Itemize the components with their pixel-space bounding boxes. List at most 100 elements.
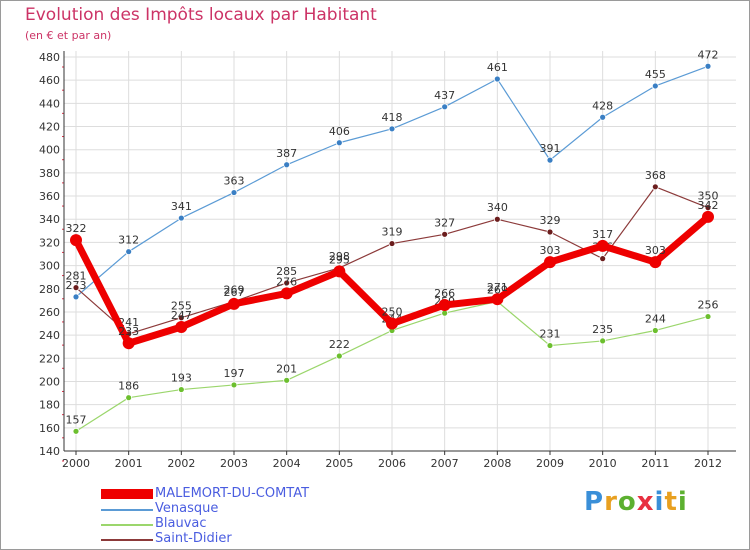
data-label-blauvac: 222 bbox=[329, 338, 350, 351]
legend-swatch-malemort bbox=[101, 489, 153, 499]
data-label-malemort-du-comtat: 266 bbox=[434, 287, 455, 300]
data-label-blauvac: 197 bbox=[224, 367, 245, 380]
data-label-malemort-du-comtat: 303 bbox=[540, 244, 561, 257]
data-label-venasque: 391 bbox=[540, 142, 561, 155]
data-point-malemort-du-comtat bbox=[175, 321, 188, 334]
data-label-malemort-du-comtat: 250 bbox=[382, 306, 403, 319]
data-label-malemort-du-comtat: 267 bbox=[224, 286, 245, 299]
x-tick-label: 2007 bbox=[431, 457, 459, 470]
y-tick-label: 420 bbox=[39, 121, 60, 134]
x-tick-label: 2012 bbox=[694, 457, 722, 470]
data-point-blauvac bbox=[599, 337, 607, 345]
x-tick-label: 2008 bbox=[483, 457, 511, 470]
data-label-saint-didier: 255 bbox=[171, 300, 192, 313]
data-point-venasque bbox=[125, 248, 133, 256]
logo-letter: i bbox=[677, 487, 688, 517]
data-point-venasque bbox=[546, 156, 554, 164]
x-tick-label: 2002 bbox=[167, 457, 195, 470]
proxiti-logo: Proxiti bbox=[584, 487, 688, 517]
data-point-saint-didier bbox=[72, 284, 80, 292]
x-tick-label: 2003 bbox=[220, 457, 248, 470]
data-point-blauvac bbox=[177, 386, 185, 393]
y-tick-label: 360 bbox=[39, 190, 60, 203]
logo-letter: t bbox=[664, 487, 678, 517]
data-point-malemort-du-comtat bbox=[228, 297, 240, 310]
data-label-malemort-du-comtat: 295 bbox=[329, 253, 350, 266]
logo-letter: P bbox=[584, 487, 605, 517]
data-label-saint-didier: 285 bbox=[276, 265, 297, 278]
data-point-venasque bbox=[651, 82, 659, 90]
data-label-venasque: 363 bbox=[224, 175, 245, 188]
data-label-malemort-du-comtat: 317 bbox=[592, 228, 613, 241]
data-label-venasque: 312 bbox=[118, 234, 139, 247]
legend-swatch-blauvac bbox=[101, 524, 153, 526]
x-tick-label: 2005 bbox=[325, 457, 353, 470]
data-label-saint-didier: 350 bbox=[698, 190, 719, 203]
chart-title: Evolution des Impôts locaux par Habitant bbox=[25, 5, 377, 25]
y-tick-label: 140 bbox=[39, 445, 60, 458]
legend-label-malemort: MALEMORT-DU-COMTAT bbox=[155, 486, 310, 501]
data-point-saint-didier bbox=[546, 228, 554, 236]
data-label-blauvac: 157 bbox=[66, 413, 87, 426]
data-point-venasque bbox=[72, 293, 80, 301]
legend-swatch-venasque bbox=[101, 509, 153, 511]
data-point-saint-didier bbox=[283, 279, 291, 287]
data-label-blauvac: 186 bbox=[118, 380, 139, 393]
data-label-saint-didier: 269 bbox=[224, 284, 245, 297]
data-label-saint-didier: 281 bbox=[66, 270, 87, 283]
y-tick-label: 340 bbox=[39, 213, 60, 226]
data-label-saint-didier: 368 bbox=[645, 169, 666, 182]
data-label-venasque: 455 bbox=[645, 68, 666, 81]
data-label-venasque: 472 bbox=[698, 48, 719, 61]
data-point-malemort-du-comtat bbox=[70, 234, 82, 247]
chart-subtitle: (en € et par an) bbox=[25, 29, 112, 42]
y-tick-label: 280 bbox=[39, 283, 60, 296]
y-tick-label: 400 bbox=[39, 144, 60, 157]
data-label-blauvac: 244 bbox=[645, 312, 666, 325]
data-label-venasque: 406 bbox=[329, 125, 350, 138]
data-point-blauvac bbox=[125, 394, 133, 402]
data-point-venasque bbox=[388, 125, 396, 133]
y-tick-label: 440 bbox=[39, 97, 60, 110]
legend-label-blauvac: Blauvac bbox=[155, 516, 207, 531]
data-point-malemort-du-comtat bbox=[544, 256, 556, 269]
y-tick-label: 160 bbox=[39, 422, 60, 435]
logo-letter: x bbox=[636, 487, 655, 517]
data-label-venasque: 437 bbox=[434, 89, 455, 102]
data-label-saint-didier: 298 bbox=[329, 250, 350, 263]
y-tick-label: 300 bbox=[39, 260, 60, 273]
data-point-venasque bbox=[283, 161, 291, 169]
data-point-saint-didier bbox=[177, 314, 185, 322]
data-label-saint-didier: 327 bbox=[434, 216, 455, 229]
data-point-malemort-du-comtat bbox=[122, 337, 135, 350]
data-point-malemort-du-comtat bbox=[491, 293, 504, 306]
data-label-blauvac: 235 bbox=[592, 323, 613, 336]
x-tick-label: 2000 bbox=[62, 457, 90, 470]
data-point-blauvac bbox=[651, 327, 659, 334]
data-label-malemort-du-comtat: 247 bbox=[171, 309, 192, 322]
data-label-malemort-du-comtat: 322 bbox=[66, 222, 87, 235]
data-point-blauvac bbox=[335, 352, 343, 360]
logo-letter: r bbox=[604, 487, 618, 517]
data-point-blauvac bbox=[283, 376, 291, 384]
data-point-venasque bbox=[177, 214, 185, 222]
data-point-malemort-du-comtat bbox=[333, 265, 346, 278]
data-label-blauvac: 256 bbox=[698, 299, 719, 312]
y-tick-label: 240 bbox=[39, 329, 60, 342]
x-tick-label: 2010 bbox=[589, 457, 617, 470]
data-point-venasque bbox=[335, 139, 343, 147]
y-tick-label: 200 bbox=[39, 375, 60, 388]
data-label-malemort-du-comtat: 271 bbox=[487, 281, 508, 294]
x-tick-label: 2001 bbox=[115, 457, 143, 470]
data-label-saint-didier: 319 bbox=[382, 226, 403, 239]
data-point-blauvac bbox=[441, 309, 449, 317]
y-tick-label: 320 bbox=[39, 236, 60, 249]
x-tick-label: 2004 bbox=[273, 457, 301, 470]
data-point-blauvac bbox=[72, 427, 80, 435]
data-point-blauvac bbox=[230, 381, 238, 389]
data-label-venasque: 428 bbox=[592, 99, 613, 112]
x-tick-label: 2011 bbox=[641, 457, 669, 470]
y-tick-label: 220 bbox=[39, 352, 60, 365]
y-tick-label: 480 bbox=[39, 51, 60, 64]
